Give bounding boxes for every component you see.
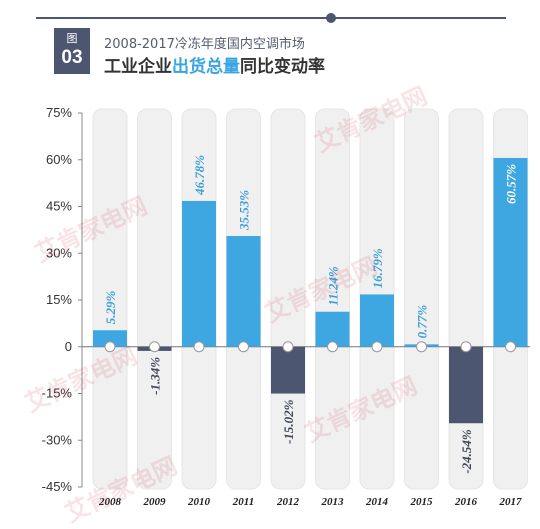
figure-badge-label: 图: [66, 32, 78, 45]
zero-marker: [505, 341, 516, 353]
y-tick-label: -30%: [42, 432, 73, 447]
y-tick-label: 45%: [46, 199, 72, 214]
x-tick-label: 2013: [321, 496, 345, 508]
zero-marker: [238, 341, 249, 353]
title-highlight: 出货总量: [172, 57, 240, 77]
bar-track: [270, 108, 306, 490]
figure-badge-number: 03: [61, 47, 83, 68]
x-tick-label: 2012: [276, 496, 300, 508]
x-tick-label: 2010: [187, 496, 211, 508]
x-tick-label: 2008: [98, 496, 122, 508]
zero-marker: [416, 341, 427, 353]
y-tick-label: -45%: [42, 479, 73, 494]
y-tick-label: 15%: [46, 292, 72, 307]
zero-marker: [460, 341, 472, 353]
bar: [493, 157, 528, 347]
bar: [360, 294, 394, 347]
zero-marker: [104, 341, 116, 353]
zero-marker: [149, 341, 160, 353]
data-label: -15.02%: [281, 399, 296, 444]
x-tick-label: 2015: [410, 496, 434, 508]
zero-marker: [282, 341, 294, 353]
x-tick-label: 2017: [499, 496, 523, 508]
y-tick-label: 75%: [46, 105, 72, 120]
chart-subtitle: 2008-2017冷冻年度国内空调市场: [104, 37, 305, 52]
header-rule-dot: [326, 13, 336, 23]
zero-marker: [327, 341, 338, 353]
data-label: 0.77%: [415, 305, 430, 339]
bar-track: [404, 108, 439, 490]
zero-marker: [193, 341, 205, 353]
y-tick-label: -15%: [42, 386, 73, 401]
figure-badge: 图 03: [54, 28, 90, 74]
data-label: 35.53%: [237, 190, 252, 231]
data-label: 11.24%: [326, 266, 341, 306]
x-tick-label: 2009: [143, 496, 167, 508]
bar-track: [92, 108, 128, 490]
header-rule: [36, 17, 506, 19]
bar-track: [137, 108, 172, 490]
x-tick-label: 2016: [454, 496, 478, 508]
y-tick-label: 0: [65, 339, 72, 354]
bar: [226, 236, 261, 347]
title-suffix: 同比变动率: [240, 57, 325, 77]
bar: [182, 200, 216, 347]
data-label: 60.57%: [504, 164, 519, 204]
x-tick-label: 2011: [232, 496, 254, 508]
data-label: -1.34%: [148, 357, 163, 395]
data-label: 16.79%: [370, 248, 385, 288]
y-tick-label: 30%: [46, 245, 72, 260]
bar: [271, 346, 305, 394]
data-label: -24.54%: [459, 429, 474, 474]
zero-marker: [371, 341, 383, 353]
bar: [449, 346, 483, 424]
bar: [315, 311, 350, 347]
bar: [93, 330, 127, 347]
x-tick-label: 2014: [365, 496, 389, 508]
data-label: 5.29%: [103, 291, 118, 325]
y-tick-label: 60%: [46, 152, 72, 167]
data-label: 46.78%: [192, 155, 207, 196]
chart-title: 工业企业出货总量同比变动率: [104, 52, 325, 77]
title-prefix: 工业企业: [104, 57, 172, 77]
bar-track: [315, 108, 350, 490]
